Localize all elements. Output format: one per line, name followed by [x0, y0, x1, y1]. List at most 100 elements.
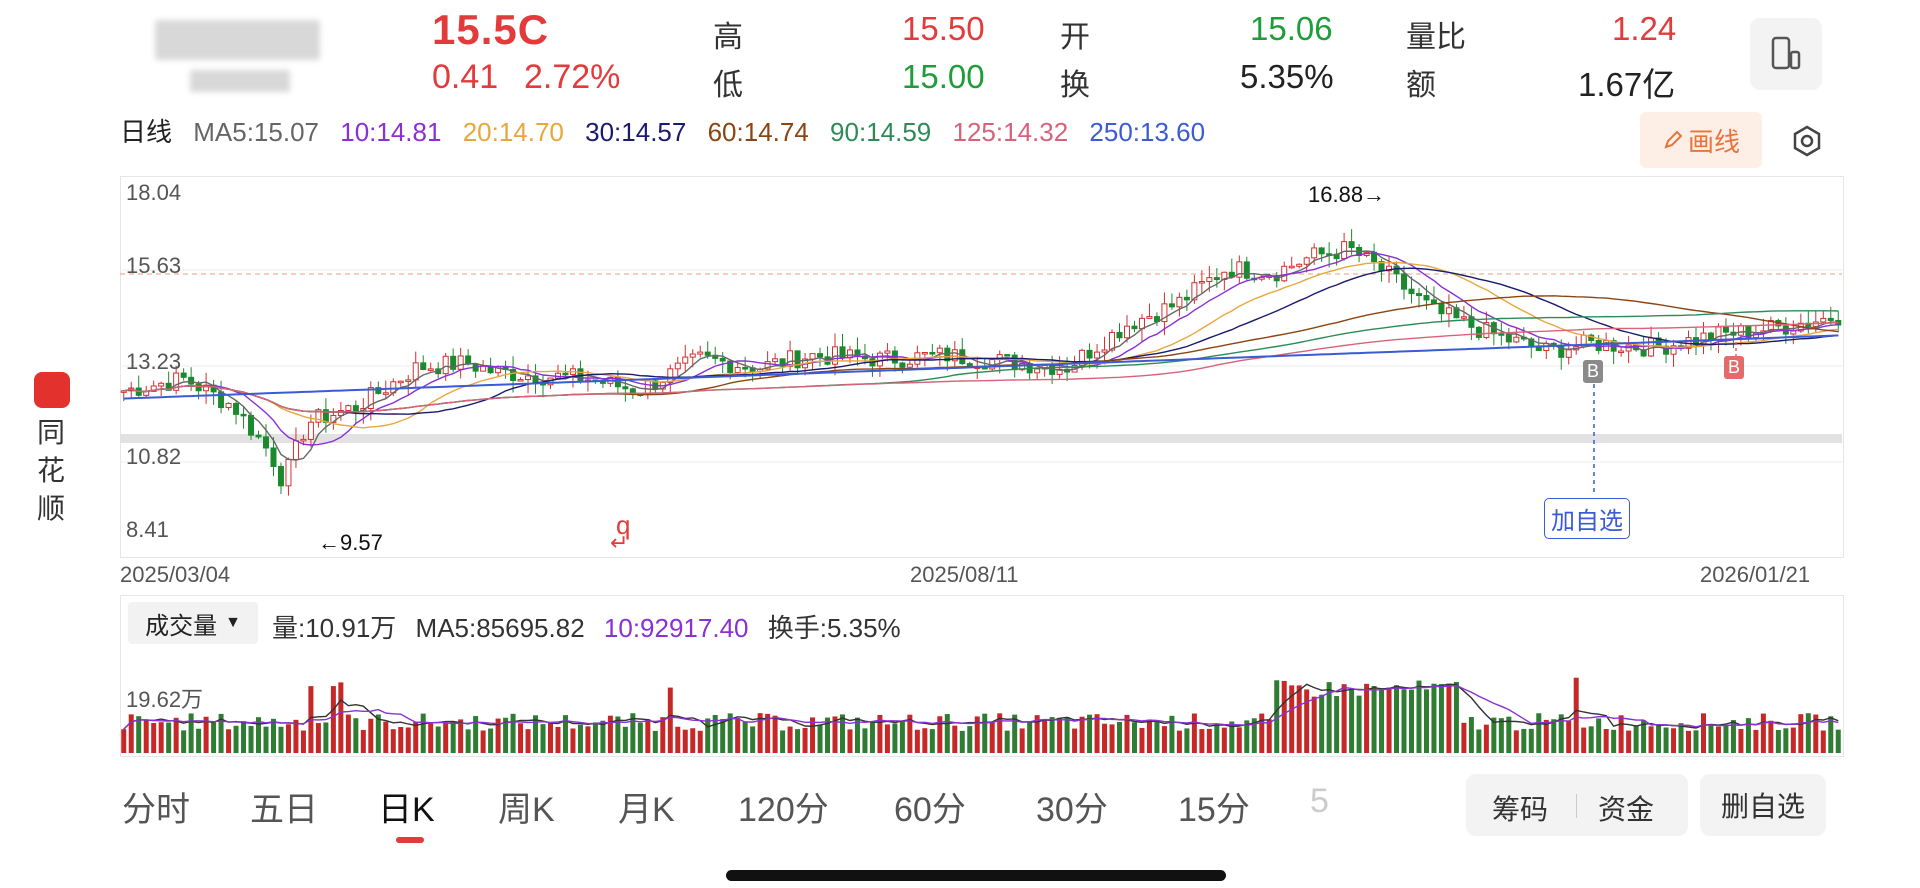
tab-fenshi[interactable]: 分时	[122, 791, 190, 829]
volume-bar	[899, 720, 905, 753]
candle-body	[262, 436, 269, 449]
volume-bar	[256, 717, 262, 753]
tab-60min[interactable]: 60分	[894, 791, 966, 829]
candle-body	[1415, 293, 1422, 297]
volume-bar	[1790, 727, 1796, 753]
y-axis-label: 18.04	[126, 180, 182, 205]
volume-bar	[1461, 722, 1467, 753]
volume-bar	[1820, 730, 1826, 753]
chips-button[interactable]: 筹码	[1492, 794, 1549, 825]
volume-bar	[1364, 683, 1370, 753]
candle-body	[1034, 368, 1041, 374]
candle-body	[1146, 316, 1153, 319]
funds-button[interactable]: 资金	[1598, 794, 1655, 825]
draw-line-button[interactable]: 画线	[1640, 112, 1762, 168]
volume-bar	[810, 717, 816, 753]
candle-body	[150, 385, 157, 392]
tab-5min[interactable]: 5	[1310, 782, 1329, 820]
volume-bar	[1251, 718, 1257, 753]
candle-body	[405, 379, 412, 382]
add-watch-callout[interactable]: 加自选	[1544, 498, 1630, 539]
candle-body	[772, 358, 779, 363]
volume-bar	[540, 724, 546, 753]
candle-body	[1318, 247, 1325, 255]
tab-30min[interactable]: 30分	[1036, 791, 1108, 829]
candle-body	[1311, 247, 1318, 259]
candle-body	[951, 349, 958, 362]
stock-name-blurred	[155, 20, 320, 60]
volume-bar	[832, 716, 838, 753]
price-change: 0.41	[432, 58, 499, 96]
volume-bar	[203, 716, 209, 753]
tab-zhouk[interactable]: 周K	[498, 791, 555, 829]
kline-chart-frame[interactable]	[120, 176, 1844, 558]
chips-funds-group: 筹码 资金	[1466, 774, 1688, 836]
volume-bar	[315, 723, 321, 753]
volume-bar	[944, 714, 950, 753]
volume-bar	[727, 713, 733, 753]
remove-watch-button[interactable]: 删自选	[1700, 774, 1826, 836]
buy-badge[interactable]: B	[1583, 360, 1604, 383]
candle-body	[225, 402, 232, 409]
candle-body	[1483, 322, 1490, 338]
volume-bar	[720, 718, 726, 753]
volume-bar	[503, 717, 509, 753]
kline-chart[interactable]	[120, 176, 1842, 556]
candle-body	[1408, 288, 1415, 295]
candle-body	[382, 392, 389, 395]
candle-body	[1445, 307, 1452, 315]
tab-wuri[interactable]: 五日	[250, 791, 318, 829]
ma-line	[123, 252, 1839, 446]
volume-bar	[577, 724, 583, 753]
candle-body	[1019, 363, 1026, 371]
stock-code-blurred	[190, 70, 290, 92]
tab-120min[interactable]: 120分	[738, 791, 829, 829]
volume-bar	[690, 728, 696, 753]
volume-bar	[248, 725, 254, 753]
tab-rik[interactable]: 日K	[378, 791, 435, 829]
ma-line	[123, 250, 1839, 461]
volume-bar	[802, 727, 808, 753]
candle-body	[936, 347, 943, 354]
candle-body	[1079, 349, 1086, 366]
volume-bar	[742, 721, 748, 753]
volume-bar	[480, 730, 486, 753]
volume-bar	[525, 729, 531, 753]
volume-bar	[285, 724, 291, 753]
volume-bar	[1072, 728, 1078, 753]
volume-bar	[1723, 725, 1729, 753]
volume-bar	[765, 713, 771, 753]
tab-15min[interactable]: 15分	[1178, 791, 1250, 829]
candle-body	[367, 387, 374, 410]
volume-bar	[1573, 677, 1579, 753]
buy-badge[interactable]: B	[1724, 356, 1745, 379]
volume-bar	[136, 716, 142, 753]
volume-bar	[1543, 719, 1549, 753]
volume-bar	[929, 729, 935, 753]
candle-body	[352, 405, 359, 412]
ma-item: 125:14.32	[952, 117, 1069, 147]
volume-chart[interactable]	[120, 595, 1842, 755]
volume-bar	[1394, 685, 1400, 753]
settings-icon[interactable]	[1790, 124, 1824, 158]
volume-bar	[675, 726, 681, 753]
volume-bar	[667, 687, 673, 753]
volume-bar	[630, 713, 636, 753]
q-marker-arrow: ↵	[610, 530, 629, 555]
volume-bar	[300, 730, 306, 753]
device-toggle-button[interactable]	[1750, 18, 1822, 90]
volume-bar	[652, 730, 658, 753]
volume-bar	[1431, 683, 1437, 753]
tab-yuek[interactable]: 月K	[618, 791, 675, 829]
candle-body	[1648, 337, 1655, 357]
volume-bar	[1004, 730, 1010, 753]
volume-bar	[360, 729, 366, 753]
volume-chart-frame[interactable]	[120, 595, 1844, 757]
candle-body	[277, 465, 284, 487]
volume-bar	[233, 725, 239, 753]
indicator-select[interactable]: 成交量 ▼	[128, 602, 258, 644]
candle-body	[667, 368, 674, 383]
volume-bar	[877, 714, 883, 753]
candle-body	[240, 413, 247, 417]
candle-body	[300, 438, 307, 442]
